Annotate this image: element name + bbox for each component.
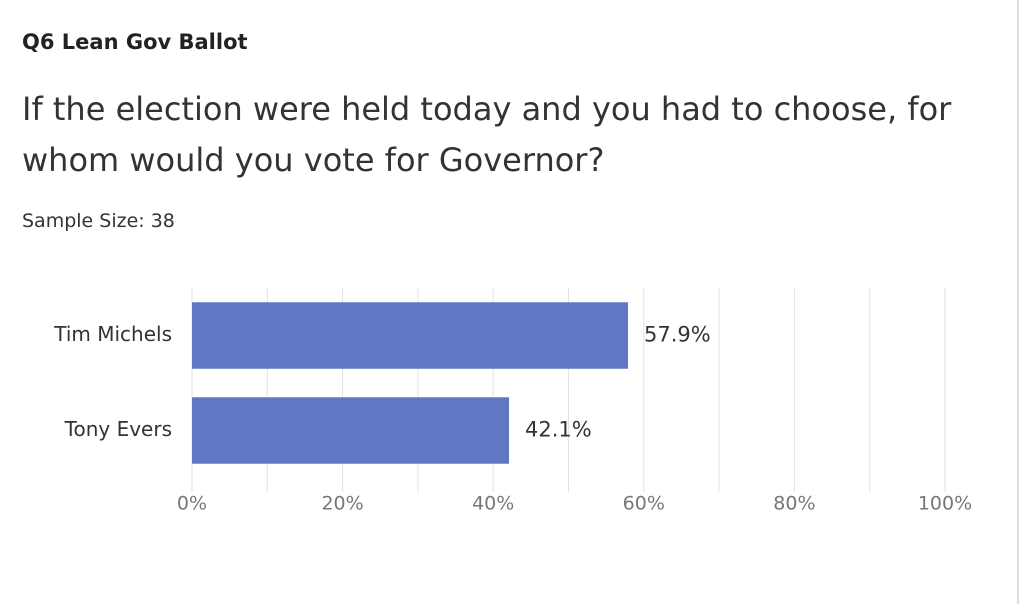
x-tick-label: 40% <box>472 493 514 515</box>
y-tick-label: Tim Michels <box>53 322 172 346</box>
bar <box>192 397 510 464</box>
x-tick-label: 60% <box>623 493 665 515</box>
value-label: 57.9% <box>644 323 711 347</box>
chart-header: Q6 Lean Gov Ballot <box>22 30 248 54</box>
x-tick-label: 80% <box>773 493 815 515</box>
x-tick-label: 0% <box>177 493 207 515</box>
chart-title: If the election were held today and you … <box>22 90 952 179</box>
panel-border <box>1017 0 1019 604</box>
x-tick-label: 20% <box>321 493 363 515</box>
chart-subtitle: Sample Size: 38 <box>22 210 175 232</box>
y-tick-label: Tony Evers <box>64 417 172 441</box>
x-tick-label: 100% <box>918 493 972 515</box>
bar <box>192 302 628 369</box>
value-label: 42.1% <box>525 418 592 442</box>
